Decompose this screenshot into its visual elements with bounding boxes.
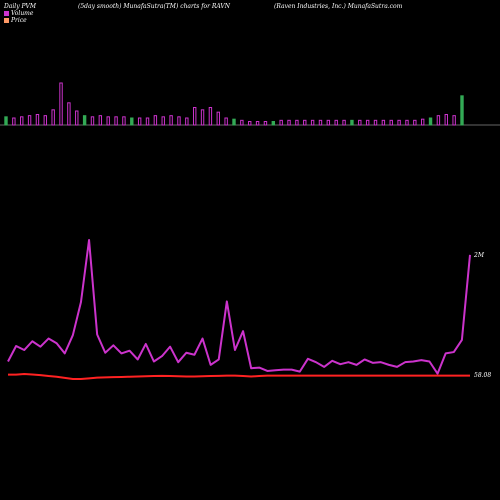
volume-bar (318, 119, 323, 126)
volume-bar (90, 116, 95, 126)
volume-bar (122, 116, 126, 126)
volume-bar (342, 119, 346, 126)
volume-bar (67, 102, 71, 126)
volume-bar (428, 117, 433, 126)
volume-bar (35, 114, 40, 126)
volume-bar (420, 118, 425, 126)
volume-bar (216, 111, 220, 126)
volume-bar (12, 117, 16, 126)
volume-bar (98, 115, 103, 126)
volume-bar (169, 115, 173, 126)
volume-bar (279, 119, 283, 126)
volume-bar (161, 116, 165, 126)
volume-bar (114, 116, 118, 126)
volume-bar (334, 119, 338, 126)
chart-title-right: (Raven Industries, Inc.) MunafaSutra.com (274, 3, 403, 10)
volume-bar (303, 119, 307, 126)
legend-item-price: Price (4, 17, 27, 24)
volume-bar (444, 114, 448, 126)
legend-label-volume: Volume (11, 10, 34, 17)
volume-bar (240, 119, 244, 126)
volume-bar (248, 121, 252, 126)
volume-bar (389, 119, 393, 126)
volume-bar (397, 119, 401, 126)
volume-bar (192, 107, 197, 126)
volume-bar (200, 109, 205, 126)
legend-label-price: Price (11, 17, 27, 24)
price-last-label: 58.08 (474, 372, 491, 379)
volume-bar (452, 115, 456, 126)
volume-bar (460, 95, 464, 126)
volume-bar (137, 117, 142, 126)
chart-title-middle: (5day smooth) MunafaSutra(TM) charts for… (78, 3, 231, 10)
volume-bar (358, 119, 362, 126)
volume-bar (177, 116, 181, 126)
chart-title-left: Daily PVM (4, 3, 37, 10)
volume-bar (436, 115, 441, 126)
volume-bar (413, 119, 417, 126)
volume-bar (185, 117, 189, 126)
volume-bar (287, 119, 291, 126)
volume-bar (295, 119, 299, 126)
price-line (8, 372, 470, 380)
volume-bar (43, 115, 48, 126)
volume-bar (381, 119, 386, 126)
volume-bar (271, 121, 276, 126)
volume-bar (224, 117, 228, 126)
volume-bar (326, 119, 331, 126)
volume-bar (75, 110, 79, 126)
volume-bar (4, 116, 8, 126)
legend-item-volume: Volume (4, 10, 33, 17)
pvm-axis-label: 2M (473, 252, 485, 259)
volume-bar (153, 115, 158, 126)
volume-bar (373, 119, 378, 126)
volume-bar (310, 119, 315, 126)
volume-bar (365, 119, 370, 126)
volume-bar (145, 117, 150, 126)
volume-bar (20, 116, 24, 126)
volume-bar (51, 109, 55, 126)
volume-bar (263, 121, 268, 126)
volume-bar (82, 115, 87, 126)
volume-bar (59, 82, 63, 126)
volume-bar (255, 121, 260, 126)
volume-bar (27, 115, 32, 126)
volume-bar (350, 119, 354, 126)
volume-bar (232, 118, 236, 126)
legend-swatch-price (4, 18, 9, 23)
volume-bar (106, 116, 110, 126)
pvm-line (7, 239, 471, 375)
legend-swatch-volume (4, 11, 9, 16)
volume-bar (208, 107, 213, 126)
volume-bar (130, 117, 134, 126)
volume-bar (405, 119, 409, 126)
